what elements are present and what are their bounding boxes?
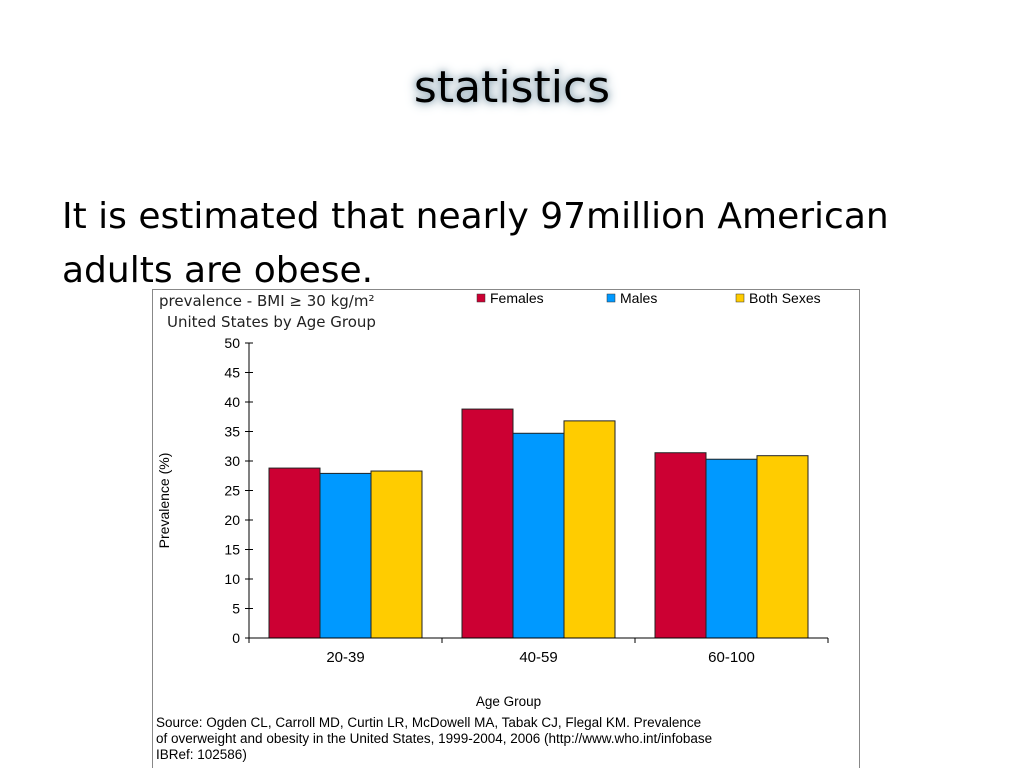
- bar-40-59-both-sexes: [563, 420, 616, 639]
- y-tick-label-7: 35: [224, 424, 240, 440]
- y-tick-label-2: 10: [224, 571, 240, 587]
- legend-label-3: Both Sexes: [749, 290, 821, 306]
- chart-title-line2: United States by Age Group: [167, 313, 376, 331]
- bar-20-39-both-sexes: [370, 470, 423, 639]
- y-tick-label-3: 15: [224, 542, 240, 558]
- bar-60-100-both-sexes: [756, 455, 809, 639]
- legend-swatch-2: [606, 293, 616, 303]
- x-tick-label-0: 20-39: [326, 649, 364, 666]
- x-tick-label-2: 60-100: [708, 649, 755, 666]
- bar-20-39-females: [268, 467, 321, 639]
- chart-title-line1: prevalence - BMI ≥ 30 kg/m²: [159, 292, 375, 310]
- y-tick-label-9: 45: [224, 365, 240, 381]
- y-tick-label-5: 25: [224, 483, 240, 499]
- y-tick-label-4: 20: [224, 512, 240, 528]
- y-tick-label-8: 40: [224, 394, 240, 410]
- x-axis-label: Age Group: [476, 694, 541, 709]
- legend-label-2: Males: [620, 290, 657, 306]
- chart-frame: prevalence - BMI ≥ 30 kg/m² United States…: [152, 289, 860, 768]
- x-tick-label-1: 40-59: [519, 649, 557, 666]
- bar-chart: prevalence - BMI ≥ 30 kg/m² United States…: [156, 290, 829, 709]
- legend-label-1: Females: [490, 290, 544, 306]
- y-axis-label: Prevalence (%): [156, 453, 172, 549]
- y-tick-label-1: 5: [232, 601, 240, 617]
- bar-60-100-males: [705, 458, 758, 639]
- legend-swatch-1: [476, 293, 486, 303]
- bar-40-59-males: [512, 432, 565, 639]
- y-tick-label-0: 0: [232, 630, 240, 646]
- bar-60-100-females: [654, 452, 707, 639]
- slide-body-text: It is estimated that nearly 97million Am…: [62, 196, 889, 291]
- bar-40-59-females: [461, 408, 514, 639]
- y-tick-label-10: 50: [224, 335, 240, 351]
- slide-title: statistics: [413, 62, 611, 113]
- legend-swatch-3: [735, 293, 745, 303]
- chart-source-citation: Source: Ogden CL, Carroll MD, Curtin LR,…: [156, 715, 713, 762]
- bar-20-39-males: [319, 472, 372, 639]
- y-tick-label-6: 30: [224, 453, 240, 469]
